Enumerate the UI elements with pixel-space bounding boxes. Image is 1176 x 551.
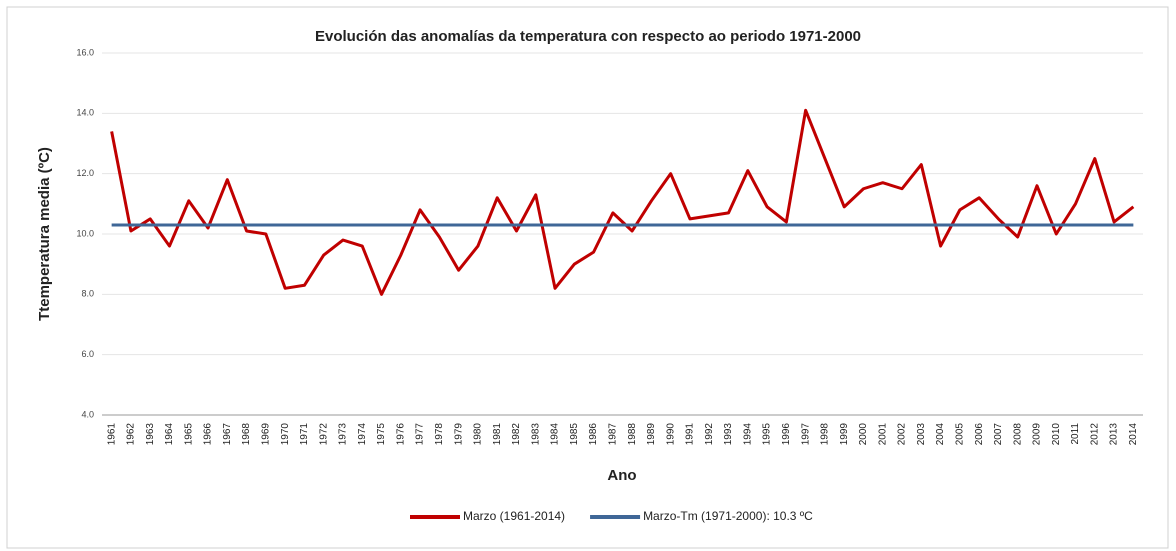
x-tick-label: 1979 (453, 423, 464, 446)
x-tick-label: 2013 (1109, 423, 1120, 446)
x-tick-label: 2005 (955, 423, 966, 446)
x-tick-label: 1966 (203, 423, 214, 446)
x-tick-label: 2010 (1051, 423, 1062, 446)
x-tick-label: 2014 (1128, 423, 1139, 446)
legend-label: Marzo-Tm (1971-2000): 10.3 ºC (643, 509, 813, 523)
x-tick-label: 1961 (106, 423, 117, 446)
x-tick-label: 1986 (588, 423, 599, 446)
x-tick-label: 1964 (164, 423, 175, 446)
x-tick-label: 1992 (704, 423, 715, 446)
chart-title: Evolución das anomalías da temperatura c… (315, 28, 861, 45)
y-axis-label: Ttemperatura media (ºC) (36, 147, 53, 321)
x-tick-label: 1968 (241, 423, 252, 446)
legend-label: Marzo (1961-2014) (463, 509, 565, 523)
x-tick-label: 1977 (415, 423, 426, 446)
x-tick-label: 1972 (318, 423, 329, 446)
x-tick-label: 1997 (800, 423, 811, 446)
chart-frame (6, 6, 1169, 549)
x-tick-label: 1980 (473, 423, 484, 446)
x-tick-label: 2006 (974, 423, 985, 446)
x-tick-label: 2001 (877, 423, 888, 446)
x-tick-label: 1971 (299, 423, 310, 446)
x-tick-label: 1969 (261, 423, 272, 446)
x-tick-label: 1990 (665, 423, 676, 446)
x-tick-label: 1987 (608, 423, 619, 446)
x-tick-label: 2007 (993, 423, 1004, 446)
y-tick-label: 10.0 (76, 228, 94, 238)
x-tick-label: 1963 (145, 423, 156, 446)
y-tick-label: 12.0 (76, 168, 94, 178)
x-tick-label: 1982 (511, 423, 522, 446)
x-tick-label: 1996 (781, 423, 792, 446)
y-tick-label: 8.0 (81, 289, 94, 299)
x-tick-label: 2012 (1089, 423, 1100, 446)
x-tick-label: 1965 (183, 423, 194, 446)
x-tick-label: 2000 (858, 423, 869, 446)
x-tick-label: 1993 (723, 423, 734, 446)
x-tick-label: 2003 (916, 423, 927, 446)
x-tick-label: 1984 (550, 423, 561, 446)
x-tick-label: 1970 (280, 423, 291, 446)
x-tick-label: 1976 (395, 423, 406, 446)
y-tick-label: 4.0 (81, 409, 94, 419)
x-tick-label: 2009 (1032, 423, 1043, 446)
x-tick-label: 1983 (530, 423, 541, 446)
x-tick-label: 1991 (685, 423, 696, 446)
x-tick-label: 1975 (376, 423, 387, 446)
y-tick-label: 14.0 (76, 108, 94, 118)
y-tick-label: 6.0 (81, 349, 94, 359)
x-tick-label: 1989 (646, 423, 657, 446)
y-tick-label: 16.0 (76, 47, 94, 57)
x-tick-label: 1978 (434, 423, 445, 446)
x-tick-label: 1962 (126, 423, 137, 446)
x-tick-label: 2008 (1012, 423, 1023, 446)
x-tick-label: 1994 (742, 423, 753, 446)
x-tick-label: 1974 (357, 423, 368, 446)
x-tick-label: 2002 (897, 423, 908, 446)
x-tick-label: 1973 (338, 423, 349, 446)
x-tick-label: 1995 (762, 423, 773, 446)
x-tick-label: 1998 (820, 423, 831, 446)
x-tick-label: 1985 (569, 423, 580, 446)
x-tick-label: 2004 (935, 423, 946, 446)
x-tick-label: 1988 (627, 423, 638, 446)
series-line (110, 108, 1135, 296)
x-tick-label: 1999 (839, 423, 850, 446)
x-tick-label: 2011 (1070, 423, 1081, 445)
x-axis-label: Ano (607, 467, 636, 484)
x-tick-label: 1967 (222, 423, 233, 446)
x-tick-label: 1981 (492, 423, 503, 446)
